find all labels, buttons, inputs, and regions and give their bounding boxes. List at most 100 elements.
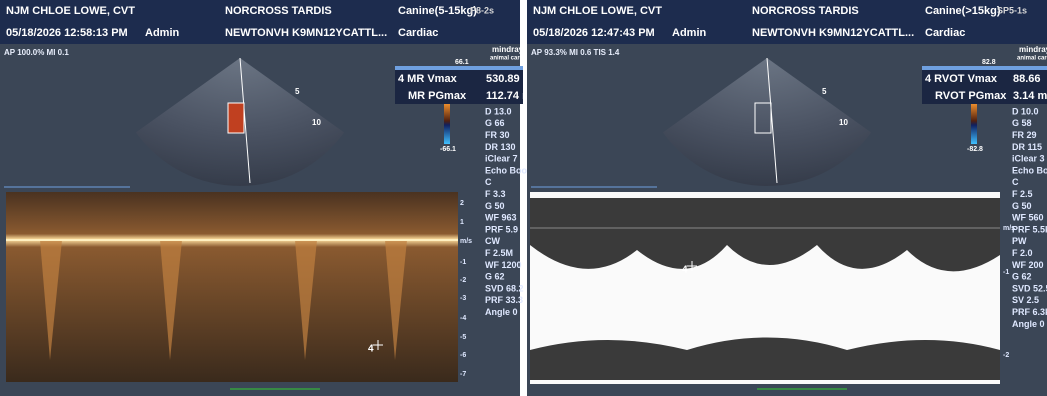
patient: NJM CHLOE LOWE, CVT: [533, 5, 662, 17]
param: PRF 33.3: [485, 295, 523, 305]
param: iClear 3: [1012, 154, 1045, 164]
velocity-scale: -2: [460, 277, 466, 284]
probe: SP5-1s: [997, 5, 1027, 15]
doppler-flow-upper: [530, 198, 1000, 272]
depth-mark: 10: [312, 118, 321, 127]
param: F 2.5M: [485, 248, 513, 258]
param: PRF 5.9: [485, 224, 518, 234]
param: G 58: [1012, 118, 1032, 128]
param: iClear 7: [485, 154, 518, 164]
acoustic: AP 93.3% MI 0.6 TIS 1.4: [531, 48, 620, 57]
param: D 13.0: [485, 106, 512, 116]
datetime: 05/18/2026 12:58:13 PM: [6, 27, 128, 39]
logo: mindray: [1019, 45, 1047, 54]
doppler-jet: [295, 240, 317, 360]
param: F 3.3: [485, 189, 506, 199]
datetime: 05/18/2026 12:47:43 PM: [533, 27, 655, 39]
scan-line: [766, 57, 778, 184]
patient-id: NEWTONVH K9MN12YCATTL...: [752, 27, 914, 39]
header-bar: [527, 0, 1047, 44]
color-scale-min: -82.8: [967, 146, 983, 153]
param: Angle 0: [1012, 319, 1045, 329]
param: PRF 6.3k: [1012, 307, 1047, 317]
param: DR 115: [1012, 142, 1042, 152]
velocity-scale: -2: [1003, 352, 1009, 359]
param: SVD 68.2: [485, 283, 524, 293]
species: Canine(5-15kg): [398, 5, 477, 17]
patient-id: NEWTONVH K9MN12YCATTL...: [225, 27, 387, 39]
velocity-scale: -1: [1003, 269, 1009, 276]
color-scale-max: 66.1: [455, 59, 469, 66]
param: D 10.0: [1012, 106, 1039, 116]
clinic: NORCROSS TARDIS: [752, 5, 859, 17]
param: Angle 0: [485, 307, 518, 317]
param: WF 963: [485, 213, 517, 223]
velocity-scale: m/s: [460, 238, 472, 245]
param: FR 29: [1012, 130, 1037, 140]
param: SV 2.5: [1012, 295, 1039, 305]
param: F 2.5: [1012, 189, 1033, 199]
measure-box: [395, 70, 523, 104]
param: F 2.0: [1012, 248, 1033, 258]
param: CW: [485, 236, 500, 246]
sector-image: [662, 58, 872, 186]
species: Canine(>15kg): [925, 5, 1001, 17]
measure-label: RVOT PGmax: [935, 90, 1007, 102]
measure-value: 88.66: [1013, 73, 1041, 85]
header-bar: [0, 0, 520, 44]
clinic: NORCROSS TARDIS: [225, 5, 332, 17]
color-bar: [971, 102, 977, 144]
param: C: [1012, 177, 1019, 187]
param: G 50: [1012, 201, 1032, 211]
measure-value: 530.89: [486, 73, 520, 85]
doppler-jet: [385, 240, 407, 360]
param: G 50: [485, 201, 505, 211]
measure-box-top: [922, 66, 1047, 70]
exam: Cardiac: [925, 27, 965, 39]
measure-box: [922, 70, 1047, 104]
measure-value: 112.74 mı: [486, 90, 535, 102]
cursor-label: 4: [368, 344, 374, 355]
param: DR 130: [485, 142, 516, 152]
velocity-scale: m/s: [1003, 225, 1015, 232]
velocity-scale: 1: [460, 219, 464, 226]
param: FR 30: [485, 130, 510, 140]
depth-mark: 10: [839, 118, 848, 127]
measure-label: MR PGmax: [408, 90, 467, 102]
param: Echo Boo: [1012, 165, 1047, 175]
velocity-scale: 2: [460, 200, 464, 207]
color-scale-max: 82.8: [982, 59, 996, 66]
measure-value: 3.14 mı: [1013, 90, 1047, 102]
param: C: [485, 177, 492, 187]
cursor: [687, 261, 697, 271]
velocity-scale: -7: [460, 371, 466, 378]
param: G 62: [485, 272, 505, 282]
measure-label: 4 RVOT Vmax: [925, 73, 998, 85]
color-bar: [444, 102, 450, 144]
velocity-scale: -5: [460, 334, 466, 341]
doppler-flow-lower: [530, 337, 1000, 380]
param: WF 560: [1012, 213, 1044, 223]
measure-label: 4 MR Vmax: [398, 73, 458, 85]
velocity-scale: -3: [460, 295, 466, 302]
doppler-jet: [40, 240, 62, 360]
logo: mindray: [492, 45, 524, 54]
user: Admin: [145, 27, 180, 39]
doppler-jet: [160, 240, 182, 360]
velocity-scale: -6: [460, 352, 466, 359]
patient: NJM CHLOE LOWE, CVT: [6, 5, 135, 17]
param: G 66: [485, 118, 505, 128]
color-box: [227, 102, 245, 134]
velocity-scale: -1: [460, 259, 466, 266]
velocity-scale: -4: [460, 315, 466, 322]
logo-sub: animal care: [1017, 56, 1047, 62]
exam: Cardiac: [398, 27, 438, 39]
param: PRF 5.5k: [1012, 224, 1047, 234]
color-scale-min: -66.1: [440, 146, 456, 153]
probe: P8-2s: [470, 5, 494, 15]
user: Admin: [672, 27, 707, 39]
logo-sub: animal care: [490, 56, 524, 62]
param: WF 1200: [485, 260, 522, 270]
param: WF 200: [1012, 260, 1044, 270]
